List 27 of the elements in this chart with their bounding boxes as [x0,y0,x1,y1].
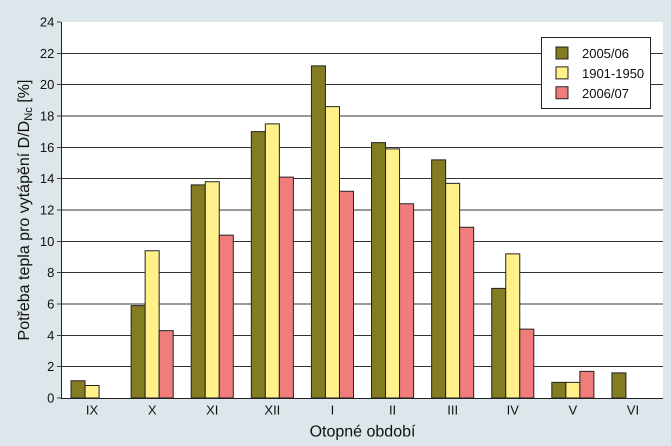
y-tick-label: 20 [40,77,54,92]
y-tick-label: 10 [40,234,54,249]
x-tick-label: XII [264,402,280,418]
y-tick-label: 8 [47,265,54,280]
legend-label: 2005/06 [582,46,629,62]
x-tick-label: IX [86,402,99,418]
x-tick-label: X [148,402,157,418]
x-tick-label: IV [506,402,520,418]
x-tick-label: II [388,402,396,418]
y-tick-label: 18 [40,108,54,124]
y-tick-label: 16 [40,140,54,155]
y-tick-label: 0 [47,390,54,406]
x-tick-label: I [330,402,334,418]
x-tick-label: V [568,402,578,418]
y-tick-label: 12 [40,202,54,218]
y-tick-label: 22 [40,46,54,61]
x-tick-label: VI [626,402,640,418]
y-tick-label: 4 [47,328,54,343]
legend-label: 1901-1950 [582,66,644,81]
y-tick-label: 14 [40,171,54,186]
legend-label: 2006/07 [582,86,629,101]
x-tick-label: XI [206,402,218,418]
y-tick-label: 2 [47,359,54,374]
y-tick-label: 24 [40,14,54,30]
y-tick-label: 6 [47,296,54,312]
x-tick-label: III [447,402,458,418]
x-axis-title: Otopné období [310,423,416,440]
